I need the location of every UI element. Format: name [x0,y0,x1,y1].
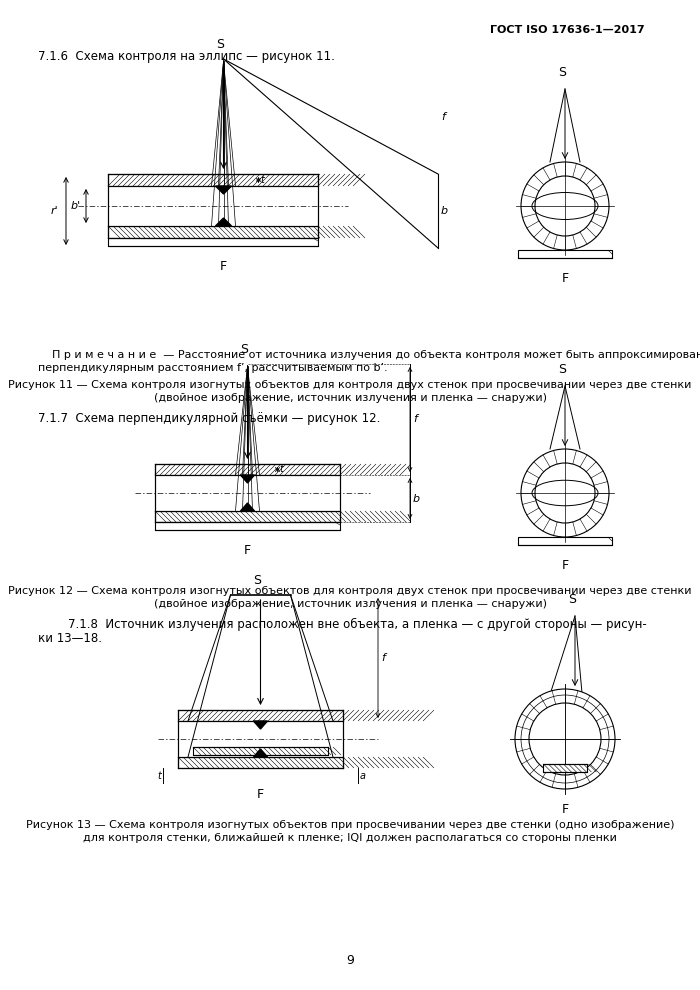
Bar [193,747,328,755]
Polygon shape [253,721,267,729]
Polygon shape [216,218,232,226]
Text: П р и м е ч а н и е  — Расстояние от источника излучения до объекта контроля мож: П р и м е ч а н и е — Расстояние от исто… [38,350,700,360]
Text: S: S [558,66,566,79]
Text: F: F [561,803,568,816]
Text: b': b' [251,476,260,486]
Text: перпендикулярным расстоянием f’, рассчитываемым по b’.: перпендикулярным расстоянием f’, рассчит… [38,363,388,373]
Bar [518,537,612,545]
Text: Рисунок 12 — Схема контроля изогнутых объектов для контроля двух стенок при прос: Рисунок 12 — Схема контроля изогнутых об… [8,586,692,596]
Bar [178,721,343,757]
Text: b: b [413,493,420,504]
Text: Рисунок 13 — Схема контроля изогнутых объектов при просвечивании через две стенк: Рисунок 13 — Схема контроля изогнутых об… [26,820,674,830]
Polygon shape [216,186,232,194]
Text: ки 13—18.: ки 13—18. [38,632,102,645]
Text: t: t [279,464,284,474]
Text: 7.1.6  Схема контроля на эллипс — рисунок 11.: 7.1.6 Схема контроля на эллипс — рисунок… [38,50,335,63]
Polygon shape [253,749,267,757]
Bar [178,721,343,757]
Text: f: f [441,112,445,122]
Bar [155,511,340,522]
Text: F: F [561,272,568,285]
Text: S: S [558,363,566,376]
Circle shape [529,703,601,775]
Text: F: F [244,544,251,557]
Text: S: S [253,574,262,587]
Text: S: S [216,38,225,51]
Bar [518,250,612,258]
Text: ГОСТ ISO 17636-1—2017: ГОСТ ISO 17636-1—2017 [490,25,645,35]
Text: f: f [381,653,385,663]
Polygon shape [241,475,255,483]
Text: Рисунок 11 — Схема контроля изогнутых объектов для контроля двух стенок при прос: Рисунок 11 — Схема контроля изогнутых об… [8,380,692,390]
Bar [108,186,318,226]
Text: (двойное изображение, источник излучения и пленка — снаружи): (двойное изображение, источник излучения… [153,393,547,403]
Bar [155,464,340,475]
Bar [178,757,343,768]
Bar [108,174,318,186]
Text: F: F [220,260,227,273]
Polygon shape [241,503,255,511]
Bar [108,226,318,238]
Text: b: b [441,206,448,216]
Bar [155,475,340,511]
Bar [155,475,340,511]
Text: $D_o$: $D_o$ [265,482,279,496]
Text: (двойное изображение, источник излучения и пленка — снаружи): (двойное изображение, источник излучения… [153,599,547,609]
Text: для контроля стенки, ближайшей к пленке; IQI должен располагаться со стороны пле: для контроля стенки, ближайшей к пленке;… [83,833,617,843]
Text: 9: 9 [346,953,354,966]
Bar [108,238,318,246]
Circle shape [521,449,609,537]
Text: F: F [561,559,568,572]
Text: t: t [157,771,161,781]
Circle shape [515,689,615,789]
Circle shape [521,162,609,250]
Circle shape [535,176,595,236]
Bar [155,522,340,530]
Text: S: S [568,593,576,606]
Text: $D_o$: $D_o$ [244,194,257,208]
Text: S: S [241,343,248,356]
Circle shape [535,463,595,523]
Bar [108,186,318,226]
Text: 7.1.8  Источник излучения расположен вне объекта, а пленка — с другой стороны — : 7.1.8 Источник излучения расположен вне … [38,618,647,631]
Text: a: a [360,771,366,781]
Text: 7.1.7  Схема перпендикулярной съёмки — рисунок 12.: 7.1.7 Схема перпендикулярной съёмки — ри… [38,412,380,425]
Text: r': r' [50,206,58,216]
Bar [178,710,343,721]
Text: t: t [260,175,265,185]
Text: f: f [413,415,417,425]
Bar [543,764,587,772]
Text: F: F [257,788,264,801]
Text: b': b' [71,201,81,211]
